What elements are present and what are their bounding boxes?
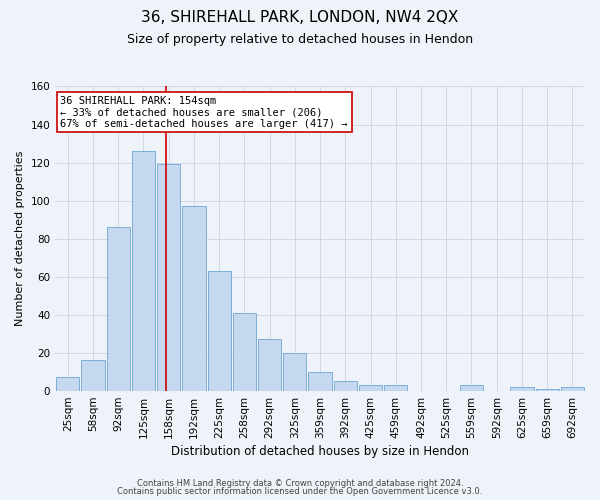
Bar [132, 151, 155, 390]
Text: 36 SHIREHALL PARK: 154sqm
← 33% of detached houses are smaller (206)
67% of semi: 36 SHIREHALL PARK: 154sqm ← 33% of detac… [61, 96, 348, 129]
Bar [208, 271, 231, 390]
Bar [283, 352, 307, 391]
Y-axis label: Number of detached properties: Number of detached properties [15, 151, 25, 326]
Bar [82, 360, 104, 390]
Bar [157, 164, 181, 390]
Bar [258, 340, 281, 390]
X-axis label: Distribution of detached houses by size in Hendon: Distribution of detached houses by size … [171, 444, 469, 458]
Text: 36, SHIREHALL PARK, LONDON, NW4 2QX: 36, SHIREHALL PARK, LONDON, NW4 2QX [142, 10, 458, 25]
Bar [233, 312, 256, 390]
Bar [56, 378, 79, 390]
Bar [308, 372, 332, 390]
Bar [182, 206, 206, 390]
Bar [384, 385, 407, 390]
Bar [561, 387, 584, 390]
Text: Contains public sector information licensed under the Open Government Licence v3: Contains public sector information licen… [118, 487, 482, 496]
Text: Size of property relative to detached houses in Hendon: Size of property relative to detached ho… [127, 32, 473, 46]
Bar [536, 388, 559, 390]
Bar [334, 381, 357, 390]
Bar [359, 385, 382, 390]
Bar [511, 387, 533, 390]
Bar [107, 227, 130, 390]
Text: Contains HM Land Registry data © Crown copyright and database right 2024.: Contains HM Land Registry data © Crown c… [137, 478, 463, 488]
Bar [460, 385, 483, 390]
